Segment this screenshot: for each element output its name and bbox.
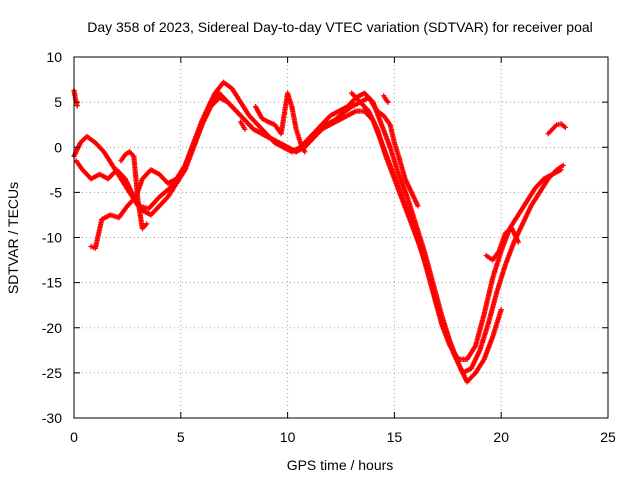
series-trace-e — [252, 90, 308, 155]
data-point — [560, 162, 566, 168]
x-tick-label: 25 — [600, 429, 616, 445]
y-axis-label: SDTVAR / TECUs — [5, 182, 21, 294]
x-tick-label: 10 — [280, 429, 296, 445]
data-markers — [71, 79, 568, 385]
data-point — [144, 221, 150, 227]
y-tick-label: 10 — [46, 49, 62, 65]
y-tick-label: -25 — [42, 365, 62, 381]
x-tick-label: 5 — [177, 429, 185, 445]
y-tick-label: -10 — [42, 230, 62, 246]
data-point — [498, 307, 504, 313]
data-point — [558, 167, 564, 173]
series-trace-d — [118, 149, 150, 232]
data-point — [242, 126, 248, 132]
series-trace-k — [381, 93, 391, 105]
chart-title: Day 358 of 2023, Sidereal Day-to-day VTE… — [87, 19, 593, 35]
series-trace-h — [545, 121, 568, 137]
x-tick-label: 0 — [70, 429, 78, 445]
series-trace-f — [349, 90, 421, 209]
data-point — [562, 124, 568, 130]
x-tick-label: 15 — [387, 429, 403, 445]
series-trace-j — [238, 119, 248, 132]
y-tick-label: -30 — [42, 410, 62, 426]
x-axis-label: GPS time / hours — [287, 457, 394, 473]
axis-ticks — [73, 56, 609, 419]
data-point — [415, 203, 421, 209]
data-point — [515, 239, 521, 245]
axis-tick-labels: 0 5 10 15 20 25 10 5 0 -5 -10 -15 -20 -25 -30 — [42, 49, 616, 445]
y-tick-label: -5 — [50, 184, 63, 200]
y-tick-label: 0 — [54, 139, 62, 155]
data-point — [385, 99, 391, 105]
series-trace-i — [71, 87, 80, 109]
x-tick-label: 20 — [493, 429, 509, 445]
y-tick-label: -20 — [42, 320, 62, 336]
y-tick-label: -15 — [42, 275, 62, 291]
data-point — [302, 149, 308, 155]
y-tick-label: 5 — [54, 94, 62, 110]
series-trace-g — [483, 225, 521, 263]
series-trace-c — [88, 90, 504, 385]
data-point — [74, 103, 80, 109]
